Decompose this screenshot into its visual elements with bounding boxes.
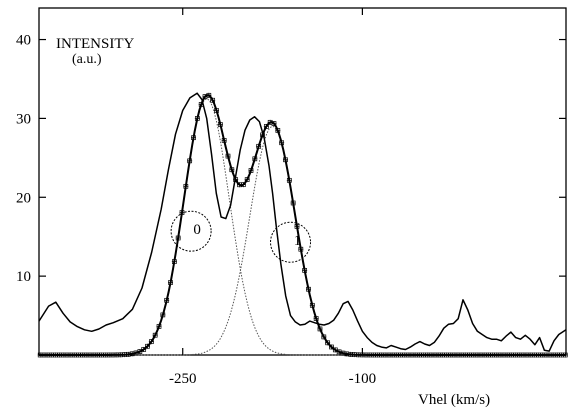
data-point-marker	[256, 143, 262, 149]
data-point-marker	[164, 297, 170, 303]
total-fit-curve	[39, 94, 566, 356]
data-point-marker	[175, 235, 181, 241]
data-point-marker	[141, 346, 147, 352]
data-point-marker	[309, 302, 315, 308]
data-point-marker	[217, 121, 223, 127]
y-axis-unit: (a.u.)	[72, 52, 102, 67]
data-point-marker	[183, 183, 189, 189]
component-0-curve	[39, 98, 566, 356]
y-tick-label: 40	[16, 33, 31, 49]
data-point-marker	[179, 210, 185, 216]
component-0-label-circle	[170, 210, 212, 252]
data-point-marker	[214, 107, 220, 113]
data-point-marker	[221, 137, 227, 143]
component-0-label: 0	[193, 222, 201, 238]
data-point-marker	[229, 167, 235, 173]
data-point-marker	[244, 177, 250, 183]
data-point-marker	[305, 286, 311, 292]
data-point-marker	[259, 132, 265, 138]
data-point-marker	[152, 332, 158, 338]
data-point-marker	[148, 339, 154, 345]
data-point-marker	[279, 140, 285, 146]
data-point-marker	[198, 101, 204, 107]
data-point-marker	[294, 223, 300, 229]
x-tick-label: -250	[169, 371, 197, 387]
data-point-marker	[263, 123, 269, 129]
data-point-marker	[298, 246, 304, 252]
data-point-marker	[187, 158, 193, 164]
data-point-marker	[194, 115, 200, 121]
data-point-marker	[562, 352, 568, 358]
y-tick-label: 30	[16, 111, 31, 127]
observed-spectrum-line	[38, 92, 567, 352]
data-point-marker	[302, 267, 308, 273]
data-point-marker	[317, 326, 323, 332]
data-point-marker	[252, 156, 258, 162]
x-axis-title: Vhel (km/s)	[418, 392, 490, 408]
data-point-marker	[313, 315, 319, 321]
data-point-marker	[145, 343, 151, 349]
component-1-label-circle	[270, 221, 312, 263]
y-tick-label: 20	[16, 190, 31, 206]
component-1-label: 1	[294, 233, 302, 249]
y-axis-title: INTENSITY	[56, 36, 134, 52]
y-tick-label: 10	[16, 269, 31, 285]
data-point-marker	[168, 280, 174, 286]
data-point-marker	[225, 153, 231, 159]
plot-frame	[38, 7, 567, 356]
data-point-marker	[206, 92, 212, 98]
data-point-marker	[275, 127, 281, 133]
data-point-marker	[160, 312, 166, 318]
data-point-marker	[290, 200, 296, 206]
data-point-marker	[248, 168, 254, 174]
data-point-marker	[328, 344, 334, 350]
data-point-marker	[271, 121, 277, 127]
data-point-marker	[325, 340, 331, 346]
data-point-marker	[171, 259, 177, 265]
data-point-marker	[282, 157, 288, 163]
data-point-marker	[321, 334, 327, 340]
data-point-marker	[156, 323, 162, 329]
data-point-marker	[286, 177, 292, 183]
data-point-marker	[240, 182, 246, 188]
data-point-marker	[210, 97, 216, 103]
data-point-marker	[191, 135, 197, 141]
data-point-marker	[233, 177, 239, 183]
x-tick-label: -100	[349, 371, 377, 387]
